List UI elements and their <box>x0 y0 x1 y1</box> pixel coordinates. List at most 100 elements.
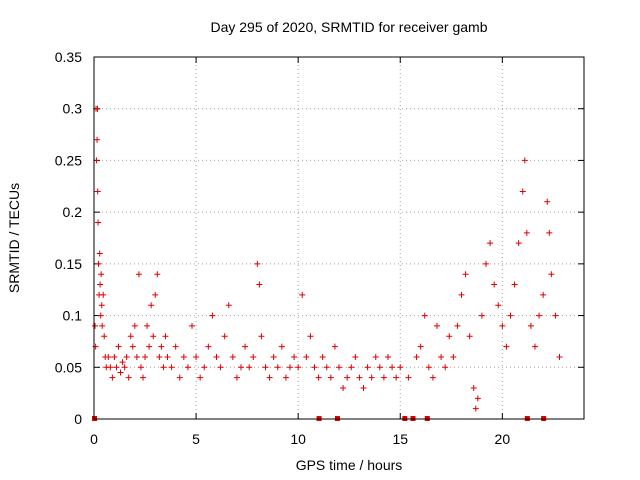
data-point <box>131 322 138 329</box>
x-tick-label: 0 <box>90 431 98 447</box>
data-point <box>478 312 485 319</box>
data-point <box>266 374 273 381</box>
data-point <box>97 312 104 319</box>
data-point <box>507 312 514 319</box>
data-point <box>376 364 383 371</box>
data-point <box>429 374 436 381</box>
data-point <box>544 198 551 205</box>
data-point <box>144 322 151 329</box>
data-point <box>483 260 489 267</box>
data-point <box>92 322 99 329</box>
data-point <box>176 374 183 381</box>
data-point <box>205 343 212 350</box>
y-axis-label: SRMTID / TECUs <box>6 183 22 293</box>
data-point <box>315 374 322 381</box>
y-tick-label: 0.2 <box>63 204 83 220</box>
data-point <box>172 343 179 350</box>
data-point <box>307 333 314 340</box>
data-point <box>121 364 128 371</box>
data-point <box>299 291 306 298</box>
data-point <box>95 260 102 267</box>
x-tick-label: 15 <box>392 431 408 447</box>
data-point <box>258 333 265 340</box>
data-point <box>491 281 498 288</box>
data-point <box>193 353 200 360</box>
data-point <box>540 291 547 298</box>
data-point <box>503 343 510 350</box>
data-point <box>129 343 136 350</box>
data-point <box>148 302 155 309</box>
data-point <box>487 240 494 247</box>
data-point <box>499 322 506 329</box>
data-point <box>156 353 163 360</box>
data-point <box>217 364 224 371</box>
chart-title: Day 295 of 2020, SRMTID for receiver gam… <box>210 19 487 35</box>
data-point <box>393 374 400 381</box>
data-point <box>125 374 132 381</box>
data-point <box>442 364 449 371</box>
data-point <box>97 281 104 288</box>
data-point <box>197 374 204 381</box>
data-point <box>311 364 318 371</box>
y-tick-label: 0.1 <box>63 308 83 324</box>
x-axis-label: GPS time / hours <box>296 457 403 473</box>
data-point <box>413 353 420 360</box>
data-point <box>246 364 253 371</box>
data-point <box>466 333 473 340</box>
data-point <box>474 395 481 402</box>
data-point <box>515 240 522 247</box>
data-point <box>162 333 169 340</box>
data-point <box>417 343 424 350</box>
data-point <box>511 281 518 288</box>
data-point <box>94 188 101 195</box>
data-point <box>96 250 103 257</box>
data-point <box>225 302 232 309</box>
data-point <box>548 271 555 278</box>
y-tick-label: 0.3 <box>63 101 83 117</box>
data-point <box>291 353 298 360</box>
data-point <box>364 364 371 371</box>
data-point <box>336 364 342 371</box>
data-point <box>340 384 347 391</box>
data-point <box>274 364 281 371</box>
y-tick-label: 0.15 <box>55 256 82 272</box>
data-point <box>100 291 107 298</box>
data-point <box>184 364 191 371</box>
x-tick-label: 10 <box>290 431 306 447</box>
data-point <box>454 322 461 329</box>
data-point <box>278 343 285 350</box>
data-point <box>536 312 543 319</box>
data-point <box>532 343 538 350</box>
data-point <box>450 353 457 360</box>
data-point <box>421 312 428 319</box>
data-point <box>150 333 157 340</box>
y-tick-label: 0.35 <box>55 49 82 65</box>
x-tick-label: 20 <box>495 431 511 447</box>
data-point <box>137 364 144 371</box>
data-point <box>152 291 159 298</box>
data-point <box>99 322 106 329</box>
data-point <box>438 353 445 360</box>
data-point <box>123 353 130 360</box>
data-point <box>238 364 244 371</box>
data-point <box>154 271 161 278</box>
y-tick-label: 0 <box>74 411 82 427</box>
data-point <box>552 312 559 319</box>
data-point <box>425 364 432 371</box>
data-point <box>140 374 146 381</box>
data-point <box>327 374 334 381</box>
data-point <box>368 374 375 381</box>
data-point <box>556 353 563 360</box>
data-point <box>372 353 379 360</box>
data-point <box>115 343 122 350</box>
data-point <box>168 364 175 371</box>
y-tick-label: 0.05 <box>55 359 82 375</box>
y-tick-label: 0.25 <box>55 152 82 168</box>
data-point <box>133 353 140 360</box>
data-point <box>344 374 351 381</box>
data-point <box>135 271 142 278</box>
data-point <box>101 333 108 340</box>
data-point <box>98 271 105 278</box>
data-point <box>470 384 477 391</box>
